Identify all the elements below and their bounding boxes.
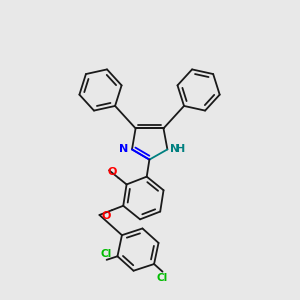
Text: Cl: Cl [157,273,168,283]
Text: O: O [107,167,117,177]
Text: N: N [170,144,179,154]
Text: N: N [119,144,128,154]
Text: O: O [101,211,111,221]
Text: H: H [176,144,186,154]
Text: Cl: Cl [100,249,112,259]
